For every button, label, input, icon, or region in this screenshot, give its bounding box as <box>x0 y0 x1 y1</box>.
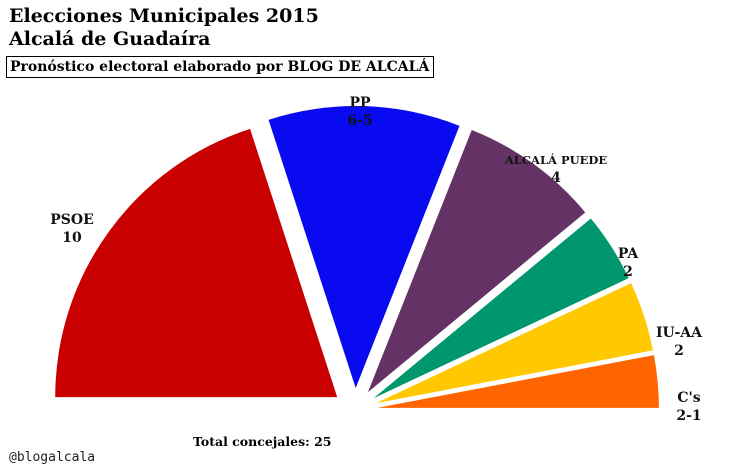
slice-seats-label: 6-5 <box>347 113 372 129</box>
slice-pp <box>268 106 460 389</box>
slice-name-label: C's <box>677 390 700 406</box>
total-councillors-label: Total concejales: 25 <box>193 434 332 449</box>
slice-seats-label: 4 <box>551 170 561 186</box>
twitter-handle: @blogalcala <box>9 450 96 465</box>
slice-name-label: PSOE <box>50 212 94 228</box>
slice-seats-label: 2-1 <box>676 408 701 424</box>
slice-alcal-puede <box>367 130 586 393</box>
chart-title: Elecciones Municipales 2015 <box>9 5 319 27</box>
slice-psoe <box>55 128 338 398</box>
slice-name-label: PA <box>618 246 640 262</box>
slice-name-label: ALCALÁ PUEDE <box>504 153 608 167</box>
slice-seats-label: 10 <box>62 230 82 246</box>
slice-pa <box>373 218 629 399</box>
chart-subtitle: Pronóstico electoral elaborado por BLOG … <box>6 56 435 78</box>
slice-name-label: PP <box>349 95 371 111</box>
slice-iu-aa <box>375 283 653 404</box>
slice-name-label: IU-AA <box>656 325 703 341</box>
slice-seats-label: 2 <box>674 343 684 359</box>
chart-title-location: Alcalá de Guadaíra <box>9 28 211 50</box>
slice-seats-label: 2 <box>623 264 633 280</box>
slice-c-s <box>376 355 659 408</box>
